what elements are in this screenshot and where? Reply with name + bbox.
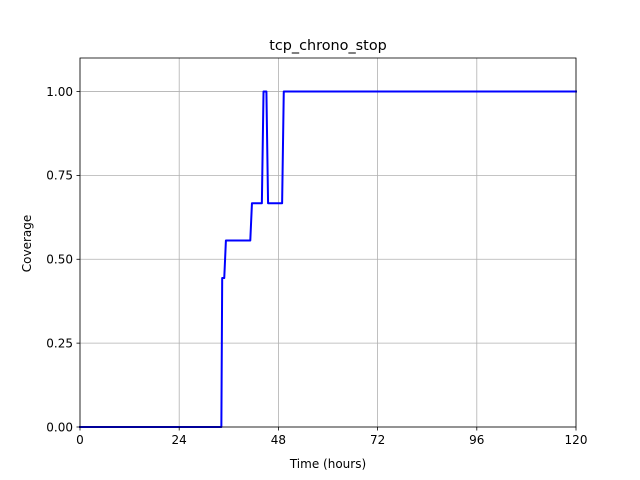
y-axis-label: Coverage (20, 215, 34, 273)
coverage-series-line (79, 90, 577, 428)
x-tick-label: 0 (76, 433, 84, 447)
y-tick-label: 0.00 (46, 420, 73, 434)
chart-title: tcp_chrono_stop (269, 38, 387, 54)
plot-frame (79, 57, 577, 428)
series-layer (79, 90, 577, 428)
x-tick-label: 120 (565, 433, 588, 447)
x-tick-label: 72 (370, 433, 385, 447)
x-tick-label: 48 (271, 433, 286, 447)
x-tick-label: 24 (172, 433, 187, 447)
x-axis-label: Time (hours) (289, 457, 366, 471)
y-tick-label: 1.00 (46, 85, 73, 99)
ticks: 0 24 48 72 96 120 0.00 0.25 0.50 0.75 1.00 (46, 85, 587, 447)
y-tick-label: 0.25 (46, 336, 73, 350)
x-tick-label: 96 (469, 433, 484, 447)
y-tick-label: 0.75 (46, 169, 73, 183)
y-tick-label: 0.50 (46, 253, 73, 267)
